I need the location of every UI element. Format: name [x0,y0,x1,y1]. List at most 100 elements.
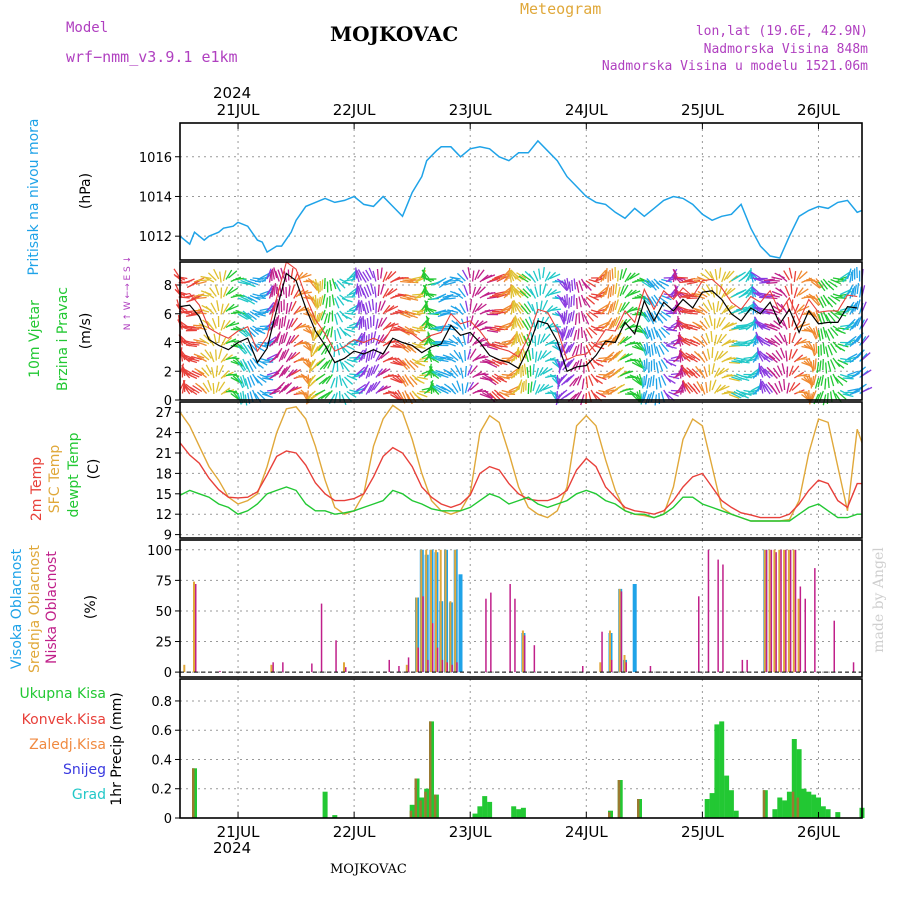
wind-barb [486,361,498,368]
wind-barb [721,321,731,331]
wind-barb [767,340,778,348]
wind-barb [825,298,834,308]
wind-barb [358,335,364,347]
wind-barb [271,286,274,298]
wind-barb [496,344,508,348]
wind-barb [817,297,825,309]
wind-barb [331,361,336,373]
wind-barb [362,271,370,282]
wind-barb [629,272,640,280]
wind-barb [198,385,208,394]
wind-barb [237,361,245,372]
wind-barb [457,336,464,347]
wind-barb [385,271,393,281]
wind-barb [484,291,496,296]
wind-barb [242,294,253,302]
wind-barb [437,373,449,379]
wind-barb [399,344,410,353]
wind-barb [585,376,589,388]
wind-barb [197,279,210,282]
wind-barb [300,341,312,346]
wind-barb [629,325,641,328]
wind-barb [593,328,605,332]
model-label: Model [66,20,109,36]
wind-barb [406,345,417,354]
wind-barb [288,285,291,297]
wind-barb [329,279,333,291]
wind-barb [508,385,520,392]
wind-barb [681,324,693,329]
wind-barb [743,321,754,328]
ytick-label-precip-4: 0.8 [151,695,172,710]
wind-barb [452,277,464,284]
wind-barb [811,375,815,387]
cloud-mid-bar [768,549,771,673]
wind-barb [489,295,501,298]
wind-barb [614,366,625,375]
wind-barb [585,344,592,356]
wind-barb [585,296,596,305]
precip-conv-bar [424,791,427,818]
wind-barb [435,384,447,391]
wind-barb [827,328,835,339]
wind-barb [614,349,624,359]
wind-barb [820,312,826,324]
wind-barb [764,337,776,344]
wind-barb [604,284,610,296]
wind-barb [214,284,220,296]
wind-barb [469,365,478,375]
wind-barb [368,300,372,312]
wind-barb [696,381,703,392]
wind-barb [825,362,828,374]
wind-barb [390,393,401,401]
wind-barb [414,312,426,316]
wind-barb [786,382,790,394]
panel-frame-precip [179,678,863,819]
wind-barb [464,349,467,362]
cloud-mid-bar [797,598,800,673]
wind-barb [578,280,584,292]
wind-barb [814,377,820,389]
wind-barb [573,278,577,290]
wind-barb [847,388,859,392]
wind-barb [854,350,863,360]
ytick-label-pressure-2: 1016 [139,151,172,166]
wind-barb [220,387,231,396]
wind-barb [240,311,250,320]
cloud-low-bar [698,596,700,673]
panel-frame-pressure [179,122,863,261]
cloud-low-bar [582,666,584,673]
panel-frame-wind [179,261,863,401]
cloud-mid-bar [183,664,186,673]
wind-barb [461,269,469,280]
wind-barb [827,312,836,322]
wind-barb [612,350,621,360]
wind-barb [559,282,568,292]
wind-barb [578,312,581,324]
wind-barb [227,270,238,279]
precip-total-bar [733,810,739,818]
wind-barb [726,270,735,280]
wind-barb [658,328,667,339]
wind-barb [407,281,419,284]
wind-barb [653,326,659,338]
wind-barb [685,352,696,360]
cloud-mid-bar [783,549,786,673]
wind-barb [735,271,746,279]
precip-total-bar [782,800,788,818]
wind-barb [288,351,297,361]
wind-barb [399,361,408,371]
wind-barb [542,350,552,359]
wind-barb [187,387,198,396]
wind-barb [330,377,336,389]
year-bottom: 2024 [213,839,252,857]
wind-barb [791,332,797,343]
wind-barb [387,323,399,328]
precip-total-bar [820,806,826,818]
wind-barb [359,272,367,283]
wind-barb [508,270,515,282]
wind-barb [278,318,282,330]
wind-barb [290,317,299,328]
wind-barb [651,312,657,323]
wind-barb [665,344,677,350]
